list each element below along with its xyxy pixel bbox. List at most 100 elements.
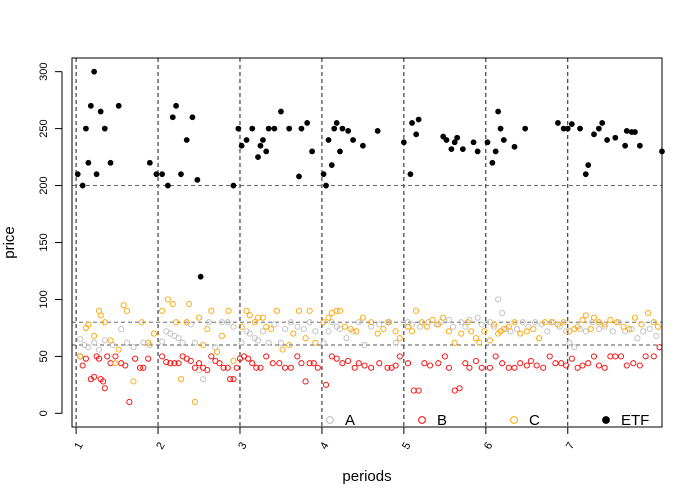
data-point-etf xyxy=(243,137,250,143)
data-point-a xyxy=(490,323,498,330)
data-point-etf xyxy=(309,148,315,155)
data-point-etf xyxy=(522,125,529,132)
data-point-etf xyxy=(260,137,266,143)
data-point-a xyxy=(384,319,391,326)
data-point-etf xyxy=(591,131,597,138)
data-point-etf xyxy=(146,159,153,166)
data-point-etf xyxy=(451,139,458,146)
data-point-c xyxy=(359,314,366,321)
data-point-b xyxy=(421,360,428,367)
data-point-c xyxy=(306,307,313,314)
data-point-c xyxy=(613,319,620,326)
data-point-b xyxy=(546,353,553,360)
data-point-b xyxy=(492,353,499,360)
data-point-b xyxy=(310,360,317,367)
data-point-a xyxy=(646,326,653,333)
data-point-c xyxy=(120,302,127,309)
data-point-a xyxy=(325,328,332,335)
data-point-b xyxy=(79,362,86,369)
data-point-b xyxy=(112,353,119,360)
data-point-b xyxy=(612,353,619,360)
data-point-b xyxy=(104,353,111,360)
data-point-c xyxy=(368,319,375,326)
data-point-c xyxy=(517,330,524,337)
data-points xyxy=(74,68,665,405)
data-point-c xyxy=(404,323,412,330)
data-point-c xyxy=(481,328,488,335)
data-point-a xyxy=(495,296,502,303)
data-point-c xyxy=(273,307,280,314)
data-point-b xyxy=(523,362,530,369)
data-point-a xyxy=(205,319,212,326)
data-point-b xyxy=(579,362,586,369)
data-point-a xyxy=(595,326,602,333)
x-tick-label: 4 xyxy=(318,440,331,451)
data-point-etf xyxy=(500,137,507,143)
data-point-etf xyxy=(413,131,420,138)
data-point-c xyxy=(601,321,608,328)
legend-marker-etf xyxy=(602,416,610,424)
data-point-etf xyxy=(87,102,94,109)
data-point-a xyxy=(77,336,84,343)
data-point-c xyxy=(423,323,430,330)
data-point-c xyxy=(333,307,340,314)
data-point-a xyxy=(287,319,294,326)
data-point-c xyxy=(254,314,262,321)
data-point-b xyxy=(230,376,237,383)
data-point-c xyxy=(286,341,293,349)
data-point-etf xyxy=(484,139,491,146)
data-point-etf xyxy=(360,142,366,149)
data-point-a xyxy=(140,339,147,346)
data-point-a xyxy=(571,344,578,351)
x-tick-label: 6 xyxy=(482,440,495,451)
data-point-etf xyxy=(599,120,606,126)
data-point-b xyxy=(82,355,89,362)
data-point-a xyxy=(355,319,362,326)
data-point-a xyxy=(224,319,231,326)
data-point-a xyxy=(478,321,485,328)
data-point-b xyxy=(574,364,581,371)
data-point-c xyxy=(150,330,157,337)
y-tick-label: 250 xyxy=(38,119,50,137)
data-point-a xyxy=(277,339,285,346)
data-point-a xyxy=(634,335,641,342)
data-point-c xyxy=(380,326,387,333)
data-point-a xyxy=(320,339,327,346)
data-point-b xyxy=(642,353,649,360)
data-point-etf xyxy=(79,182,86,189)
data-point-c xyxy=(164,296,171,303)
data-point-b xyxy=(227,376,234,383)
x-tick-label: 1 xyxy=(72,440,85,451)
data-point-a xyxy=(130,344,137,351)
data-point-a xyxy=(519,319,526,326)
data-point-a xyxy=(544,328,551,335)
data-point-b xyxy=(91,373,98,380)
data-point-etf xyxy=(296,173,302,180)
data-point-a xyxy=(343,335,350,342)
x-axis-title: periods xyxy=(342,468,391,485)
data-point-a xyxy=(449,323,457,330)
data-point-etf xyxy=(470,139,477,146)
data-point-a xyxy=(200,376,207,383)
data-point-c xyxy=(177,376,185,383)
data-point-etf xyxy=(555,120,561,126)
data-point-b xyxy=(499,360,506,367)
data-point-b xyxy=(601,364,608,371)
data-point-etf xyxy=(169,114,176,121)
data-point-a xyxy=(549,319,557,326)
data-point-c xyxy=(386,319,393,326)
data-point-c xyxy=(490,321,498,328)
data-point-c xyxy=(413,307,420,314)
data-point-b xyxy=(472,357,480,364)
data-point-b xyxy=(276,360,283,367)
data-point-b xyxy=(595,362,602,369)
data-point-etf xyxy=(474,148,481,155)
data-point-c xyxy=(500,326,507,333)
data-point-etf xyxy=(564,125,571,132)
data-point-a xyxy=(531,319,539,326)
data-point-etf xyxy=(173,102,179,109)
data-point-c xyxy=(451,339,458,346)
data-point-c xyxy=(464,319,471,326)
data-point-b xyxy=(540,364,547,371)
data-point-b xyxy=(396,353,403,360)
